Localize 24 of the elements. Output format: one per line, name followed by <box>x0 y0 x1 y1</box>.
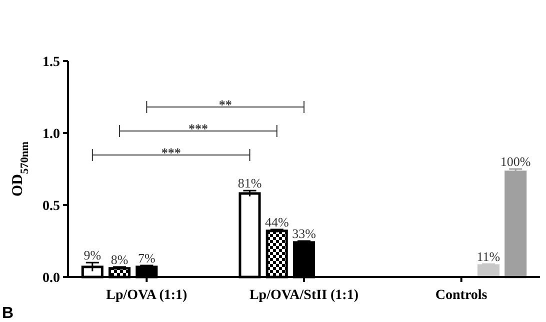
significance-bracket: *** <box>92 145 250 162</box>
annotation: 9% <box>84 248 102 263</box>
annotation: *** <box>188 121 208 136</box>
bar <box>504 170 527 278</box>
y-tick-label: 1.0 <box>42 126 60 142</box>
x-tick-label: Lp/OVA/StII (1:1) <box>249 288 359 303</box>
x-tick-label: Lp/OVA (1:1) <box>106 288 188 303</box>
bar <box>477 264 500 278</box>
significance-bracket: *** <box>119 121 278 138</box>
annotation: 11% <box>476 249 500 264</box>
annotation: 8% <box>110 252 128 267</box>
annotation: 44% <box>264 214 289 230</box>
text: B <box>2 305 14 322</box>
annotation: 81% <box>238 176 262 191</box>
significance-bracket: ** <box>146 97 304 114</box>
y-tick-label: 1.5 <box>42 54 60 70</box>
annotation: 7% <box>138 250 156 266</box>
y-tick-label: 0.0 <box>42 270 60 286</box>
annotation: *** <box>161 145 181 160</box>
y-tick-label: 0.5 <box>42 198 60 214</box>
annotation: ** <box>218 97 232 112</box>
annotation: 100% <box>500 154 531 169</box>
annotation: 33% <box>292 226 316 241</box>
x-tick-label: Controls <box>435 288 488 303</box>
